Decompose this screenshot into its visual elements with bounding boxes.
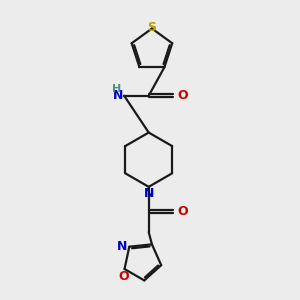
Text: S: S bbox=[147, 21, 156, 34]
Text: N: N bbox=[113, 89, 124, 102]
Text: O: O bbox=[118, 270, 129, 283]
Text: N: N bbox=[117, 240, 127, 253]
Text: O: O bbox=[178, 205, 188, 218]
Text: H: H bbox=[112, 84, 121, 94]
Text: O: O bbox=[178, 89, 188, 102]
Text: N: N bbox=[143, 188, 154, 200]
